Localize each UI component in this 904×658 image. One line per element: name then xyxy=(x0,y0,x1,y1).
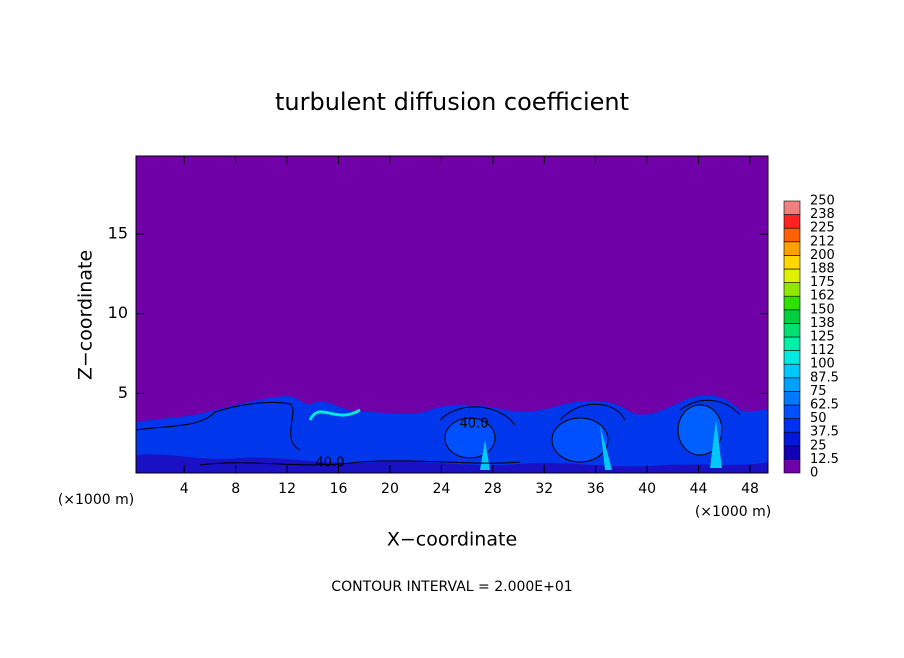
contour-label: 40.0 xyxy=(460,417,489,432)
colorbar-label: 162 xyxy=(810,289,835,304)
x-tick-label: 8 xyxy=(231,481,240,497)
colorbar-band xyxy=(783,350,801,365)
colorbar-label: 188 xyxy=(810,262,835,277)
colorbar-band xyxy=(783,336,801,351)
x-tick-label: 12 xyxy=(278,481,296,497)
colorbar-label: 62.5 xyxy=(810,398,839,413)
colorbar-band xyxy=(783,255,801,270)
colorbar-label: 212 xyxy=(810,234,835,249)
colorbar-label: 225 xyxy=(810,221,835,236)
colorbar-label: 100 xyxy=(810,357,835,372)
eddy xyxy=(308,408,361,421)
colorbar-band xyxy=(783,200,801,215)
x-tick-label: 32 xyxy=(535,481,553,497)
x-unit: (×1000 m) xyxy=(695,504,771,520)
colorbar-band xyxy=(783,459,801,474)
eddy xyxy=(551,417,609,463)
colorbar-label: 250 xyxy=(810,194,835,209)
colorbar-label: 112 xyxy=(810,343,835,358)
eddy xyxy=(444,417,496,459)
chart-title: turbulent diffusion coefficient xyxy=(275,88,629,116)
colorbar-label: 150 xyxy=(810,302,835,317)
field: 40.0 40.0 xyxy=(136,156,768,473)
y-tick-label: 5 xyxy=(118,383,128,402)
colorbar-label: 87.5 xyxy=(810,370,839,385)
colorbar-band xyxy=(783,431,801,447)
colorbar-band xyxy=(783,227,801,243)
colorbar-label: 238 xyxy=(810,207,835,222)
x-tick-label: 16 xyxy=(330,481,348,497)
colorbar-label: 37.5 xyxy=(810,425,839,440)
colorbar-band xyxy=(783,268,801,283)
x-tick-label: 36 xyxy=(587,481,605,497)
colorbar-band xyxy=(783,309,801,324)
x-tick-label: 20 xyxy=(381,481,399,497)
x-axis-label: X−coordinate xyxy=(387,529,517,551)
y-axis-label: Z−coordinate xyxy=(75,250,97,380)
x-tick-label: 4 xyxy=(180,481,189,497)
colorbar-band xyxy=(783,391,801,406)
colorbar-label: 12.5 xyxy=(810,452,839,467)
x-tick-label: 44 xyxy=(690,481,708,497)
colorbar-band xyxy=(783,295,801,311)
y-tick-label: 10 xyxy=(108,303,128,322)
x-tick-label: 40 xyxy=(638,481,656,497)
colorbar-label: 138 xyxy=(810,316,835,331)
contour-label: 40.0 xyxy=(316,456,345,471)
colorbar-label: 50 xyxy=(810,411,827,426)
colorbar-band xyxy=(783,214,801,229)
eddy xyxy=(480,420,722,470)
colorbar-band xyxy=(783,241,801,256)
colorbar-band xyxy=(783,377,801,392)
colorbar-label: 25 xyxy=(810,438,827,453)
x-tick-label: 48 xyxy=(741,481,759,497)
colorbar-band xyxy=(783,445,801,460)
colorbar-band xyxy=(783,363,801,379)
colorbar-label: 175 xyxy=(810,275,835,290)
colorbar-band xyxy=(783,418,801,433)
colorbar-label: 0 xyxy=(810,466,818,481)
colorbar-label: 75 xyxy=(810,384,827,399)
colorbar-band xyxy=(783,323,801,338)
y-tick-label: 15 xyxy=(108,224,128,243)
x-tick-label: 24 xyxy=(432,481,450,497)
plot-frame xyxy=(135,155,769,474)
colorbar-label: 125 xyxy=(810,330,835,345)
eddy xyxy=(677,404,723,456)
colorbar-label: 200 xyxy=(810,248,835,263)
colorbar-band xyxy=(783,282,801,297)
x-tick-label: 28 xyxy=(484,481,502,497)
footer-note: CONTOUR INTERVAL = 2.000E+01 xyxy=(331,579,572,595)
colorbar-band xyxy=(783,404,801,419)
x-unit: (×1000 m) xyxy=(58,492,134,508)
contour-line xyxy=(136,399,741,466)
